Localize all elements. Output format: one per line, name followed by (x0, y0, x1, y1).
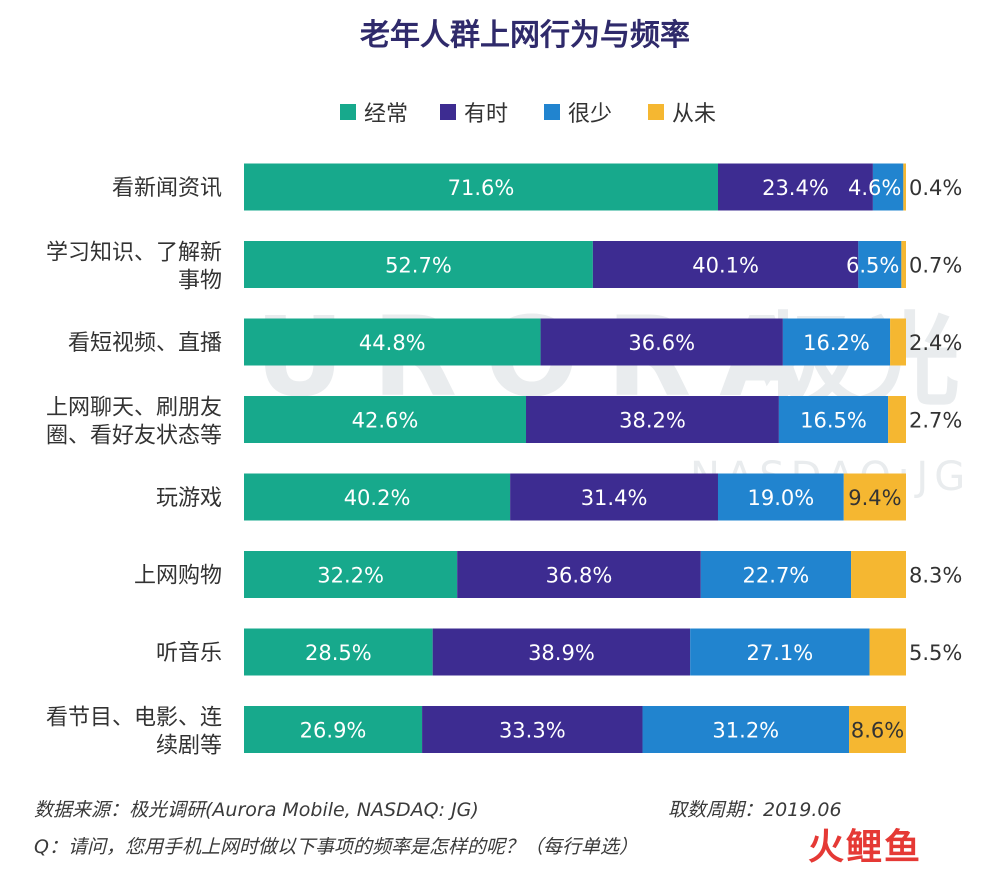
bar-segment (901, 241, 906, 288)
data-label: 36.8% (546, 564, 613, 588)
category-label: 学习知识、了解新事物 (46, 241, 222, 294)
data-label: 2.4% (909, 331, 962, 355)
bar-segment (700, 551, 852, 598)
legend-swatch (340, 104, 356, 120)
data-label: 28.5% (305, 641, 372, 665)
bar-segment (903, 163, 906, 211)
data-label: 27.1% (747, 641, 814, 665)
category-label: 上网购物 (134, 564, 222, 589)
data-label: 33.3% (499, 719, 566, 743)
bar-segment (843, 473, 906, 521)
data-label: 6.5% (846, 254, 899, 278)
data-label: 38.2% (619, 409, 686, 433)
survey-question-note: Q：请问，您用手机上网时做以下事项的频率是怎样的呢？（每行单选） (34, 836, 638, 858)
bar-segment (244, 551, 458, 598)
data-label: 16.2% (803, 331, 870, 355)
data-label: 23.4% (762, 176, 829, 200)
data-period-note: 取数周期：2019.06 (668, 799, 842, 821)
bar-segment (717, 163, 873, 211)
data-label: 26.9% (300, 719, 367, 743)
bar-segment (244, 396, 527, 443)
bar-segment (592, 241, 859, 288)
legend-swatch (440, 104, 456, 120)
bar-segment (690, 628, 870, 676)
category-label: 看短视频、直播 (68, 331, 222, 356)
chart-title: 老年人群上网行为与频率 (360, 18, 690, 53)
bar-segment (869, 628, 906, 676)
category-label: 玩游戏 (156, 486, 222, 511)
data-label: 42.6% (352, 409, 419, 433)
data-label: 71.6% (448, 176, 515, 200)
bar-segment (244, 706, 423, 753)
data-label: 2.7% (909, 409, 962, 433)
bar-segment (782, 318, 891, 366)
outside-labels: 0.4% 0.7% 2.4% 2.7% 8.3% 5.5% (909, 176, 962, 665)
bar-segment (526, 396, 779, 443)
data-label: 40.2% (344, 486, 411, 510)
data-label: 44.8% (359, 331, 426, 355)
data-label: 8.3% (909, 564, 962, 588)
data-label: 40.1% (692, 254, 759, 278)
data-label: 8.6% (851, 719, 904, 743)
bar-segment (244, 473, 511, 521)
data-label: 19.0% (748, 486, 815, 510)
legend-label: 经常 (364, 102, 408, 127)
legend-label: 很少 (568, 102, 612, 127)
legend-label: 有时 (464, 102, 508, 127)
bar-segment (540, 318, 783, 366)
data-label: 4.6% (848, 176, 901, 200)
bar-segment (778, 396, 889, 443)
bar-segment (858, 241, 902, 288)
legend-label: 从未 (672, 102, 716, 127)
bars: 71.6% 23.4% 4.6% 52.7% 40.1% 6.5% 44.8% 36.6% 16… (244, 163, 906, 753)
bar-segment (890, 318, 906, 366)
category-label: 听音乐 (156, 641, 222, 666)
bar-segment (244, 163, 718, 211)
bar-segment (872, 163, 904, 211)
bar-segment (244, 241, 593, 288)
chart-legend: 经常 有时 很少 从未 (340, 102, 716, 127)
legend-swatch (544, 104, 560, 120)
data-label: 31.2% (712, 719, 779, 743)
data-label: 38.9% (528, 641, 595, 665)
legend-swatch (648, 104, 664, 120)
bar-segment (510, 473, 718, 521)
data-source-note: 数据来源：极光调研(Aurora Mobile, NASDAQ: JG) (34, 799, 479, 821)
bar-segment (244, 628, 433, 676)
brand-logo: 火鲤鱼 (808, 827, 923, 868)
data-label: 0.7% (909, 254, 962, 278)
bar-segment (422, 706, 643, 753)
bar-segment (432, 628, 691, 676)
category-label: 看节目、电影、连续剧等 (46, 706, 222, 759)
category-label: 看新闻资讯 (112, 176, 222, 201)
data-label: 9.4% (848, 486, 901, 510)
bar-segment (457, 551, 701, 598)
data-label: 52.7% (385, 254, 452, 278)
data-label: 5.5% (909, 641, 962, 665)
bar-segment (642, 706, 850, 753)
data-label: 22.7% (743, 564, 810, 588)
bar-segment (849, 706, 906, 753)
bar-segment (888, 396, 906, 443)
data-label: 31.4% (581, 486, 648, 510)
category-labels: 看新闻资讯学习知识、了解新事物看短视频、直播上网聊天、刷朋友圈、看好友状态等玩游… (46, 176, 222, 759)
data-label: 0.4% (909, 176, 962, 200)
bar-segment (851, 551, 906, 598)
bar-segment (717, 473, 844, 521)
data-label: 32.2% (317, 564, 384, 588)
data-label: 36.6% (628, 331, 695, 355)
bar-segment (244, 318, 541, 366)
category-label: 上网聊天、刷朋友圈、看好友状态等 (46, 396, 222, 449)
data-label: 16.5% (800, 409, 867, 433)
